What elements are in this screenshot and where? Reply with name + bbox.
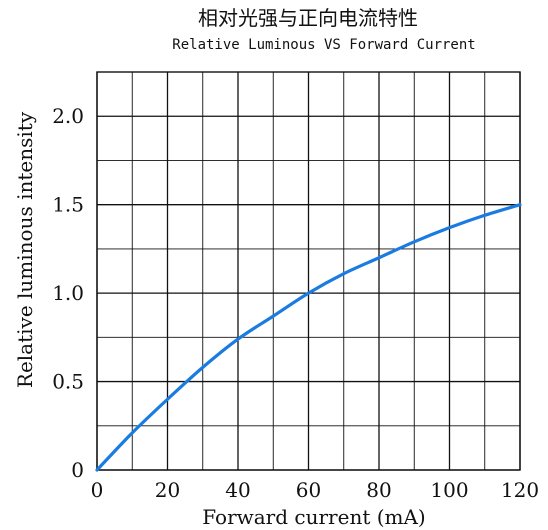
- x-tick-label: 40: [225, 478, 250, 502]
- x-tick-label: 80: [366, 478, 391, 502]
- x-axis-ticks: 0 20 40 60 80 100 120: [91, 478, 539, 502]
- x-tick-label: 100: [430, 478, 468, 502]
- y-axis-label: Relative luminous intensity: [13, 111, 37, 388]
- series-layer: [95, 203, 522, 472]
- y-axis-ticks: 0 0.5 1.0 1.5 2.0: [52, 104, 84, 482]
- plot-frame: [96, 71, 521, 471]
- chart-title: 相对光强与正向电流特性: [198, 6, 418, 30]
- x-axis-label: Forward current (mA): [202, 505, 425, 529]
- x-tick-label: 20: [155, 478, 180, 502]
- x-tick-label: 120: [501, 478, 539, 502]
- y-tick-label: 1.5: [52, 193, 84, 217]
- x-tick-label: 0: [91, 478, 104, 502]
- series-line: [95, 203, 522, 472]
- x-tick-label: 60: [296, 478, 321, 502]
- y-tick-label: 2.0: [52, 104, 84, 128]
- grid: [96, 71, 521, 471]
- y-tick-label: 0: [71, 458, 84, 482]
- y-tick-label: 1.0: [52, 281, 84, 305]
- y-tick-label: 0.5: [52, 370, 84, 394]
- chart-subtitle: Relative Luminous VS Forward Current: [172, 37, 475, 53]
